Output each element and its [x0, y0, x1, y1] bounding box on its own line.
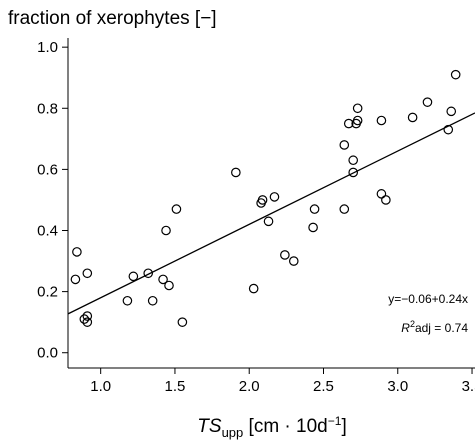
x-label-sup: −1 [328, 414, 342, 428]
point [407, 112, 418, 123]
point [147, 295, 158, 306]
point [79, 314, 90, 324]
point [171, 204, 182, 214]
r-rest: adj = 0.74 [415, 321, 468, 335]
point [443, 124, 454, 135]
y-tick-label: 0.0 [37, 345, 58, 362]
x-tick-label: 2.0 [239, 378, 260, 395]
point [348, 155, 358, 166]
point [269, 192, 280, 202]
x-label-end: ] [341, 416, 346, 437]
point [72, 247, 82, 257]
y-tick-label: 0.2 [37, 284, 58, 301]
point [231, 167, 241, 178]
r-squared: R2adj = 0.74 [401, 319, 468, 335]
x-tick-label: 1.0 [90, 378, 111, 395]
y-tick-label: 1.0 [37, 39, 58, 56]
point [446, 106, 457, 117]
point [122, 295, 133, 306]
chart-title: fraction of xerophytes [−] [8, 8, 217, 29]
point [177, 317, 188, 327]
point [309, 204, 320, 214]
r-sup: 2 [410, 319, 415, 329]
point [158, 274, 168, 285]
x-tick-label: 3.0 [387, 378, 408, 395]
fit-line [67, 112, 475, 315]
point [257, 195, 268, 205]
point [308, 222, 318, 233]
point [161, 225, 171, 236]
point [248, 283, 259, 294]
point [343, 118, 354, 129]
point [128, 271, 139, 282]
x-label-main: TS [197, 416, 222, 437]
point [352, 103, 363, 114]
x-tick-label: 1.5 [165, 378, 186, 395]
equation: y=−0.06+0.24x [388, 292, 468, 306]
point [352, 115, 363, 126]
point [164, 280, 174, 291]
y-tick-label: 0.8 [37, 100, 58, 117]
point [376, 115, 387, 126]
x-label-rest: [cm · 10d [243, 416, 327, 437]
point [82, 311, 93, 321]
x-label-sub: upp [222, 425, 244, 440]
r-main: R [401, 321, 410, 335]
point [381, 195, 391, 205]
point [288, 256, 299, 266]
x-tick-label: 2.5 [313, 378, 334, 395]
point [339, 140, 350, 150]
y-tick-label: 0.4 [37, 223, 58, 240]
point [348, 167, 358, 178]
point [263, 216, 274, 227]
point [82, 317, 93, 327]
y-tick-label: 0.6 [37, 161, 58, 178]
point [422, 97, 433, 107]
x-tick-label: 3.5 [462, 378, 475, 395]
point [82, 268, 93, 279]
point [376, 189, 387, 199]
point [280, 250, 290, 260]
point [70, 274, 81, 285]
point [339, 204, 350, 214]
point [143, 268, 154, 279]
x-axis-label: TSupp [cm · 10d−1] [197, 414, 346, 440]
point [450, 69, 461, 80]
